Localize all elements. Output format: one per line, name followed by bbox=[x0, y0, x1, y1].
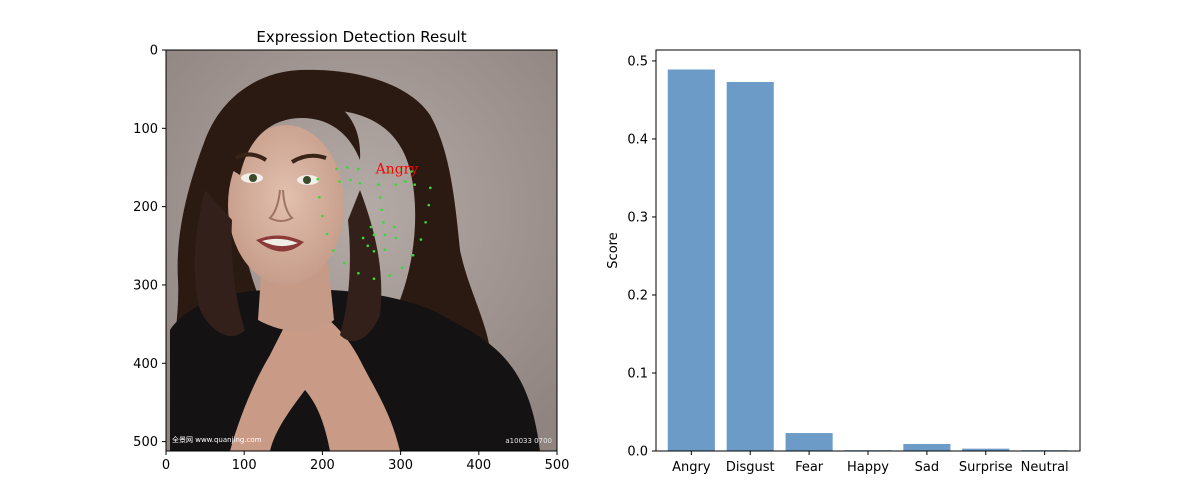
landmark-point bbox=[346, 166, 349, 169]
landmark-point bbox=[388, 170, 391, 173]
landmark-point bbox=[413, 183, 416, 187]
image-x-tick-label: 400 bbox=[466, 458, 491, 473]
image-x-tick-label: 0 bbox=[162, 458, 170, 473]
bar-y-tick-label: 0.5 bbox=[627, 54, 648, 69]
landmark-point bbox=[378, 195, 382, 199]
landmark-point bbox=[357, 271, 360, 275]
bar-x-tick-label: Fear bbox=[795, 460, 824, 475]
image-y-tick-label: 400 bbox=[133, 357, 158, 372]
bar-y-ticks: 0.0 0.1 0.2 0.3 0.4 0.5 bbox=[627, 54, 656, 460]
landmark-point bbox=[358, 181, 362, 185]
landmark-point bbox=[380, 208, 384, 212]
image-x-tick-label: 500 bbox=[545, 458, 570, 473]
face-photo: 全景网 www.quanjing.com a10033 0700 Angry bbox=[166, 50, 557, 451]
landmark-points bbox=[316, 166, 432, 280]
bar-y-tick-label: 0.3 bbox=[627, 210, 648, 225]
watermark-left: 全景网 www.quanjing.com bbox=[172, 435, 262, 444]
landmark-point bbox=[349, 178, 352, 182]
landmark-point bbox=[411, 253, 415, 257]
image-y-tick-label: 300 bbox=[133, 278, 158, 293]
image-axes-frame bbox=[165, 49, 558, 452]
bar-sad bbox=[903, 443, 951, 451]
landmark-point bbox=[372, 233, 376, 237]
bar-y-tick-label: 0.2 bbox=[627, 288, 648, 303]
image-x-ticks: 0 100 200 300 400 500 bbox=[162, 451, 570, 473]
bar-x-tick-label: Angry bbox=[672, 460, 711, 475]
left-iris bbox=[249, 174, 257, 182]
hair-front bbox=[232, 95, 361, 175]
bar-y-tick-label: 0.0 bbox=[627, 445, 648, 460]
bar-y-tick-label: 0.4 bbox=[627, 132, 648, 147]
landmark-point bbox=[342, 261, 346, 265]
landmark-point bbox=[316, 177, 320, 181]
landmark-point bbox=[410, 170, 413, 173]
image-title: Expression Detection Result bbox=[256, 28, 466, 46]
landmark-point bbox=[383, 233, 387, 237]
image-panel: Expression Detection Result bbox=[133, 28, 569, 473]
landmark-point bbox=[429, 186, 432, 190]
bar-x-tick-label: Disgust bbox=[726, 460, 775, 475]
landmark-point bbox=[366, 244, 370, 248]
nose bbox=[268, 189, 294, 222]
bar-x-tick-label: Sad bbox=[915, 460, 939, 475]
landmark-point bbox=[332, 249, 335, 252]
expression-label: Angry bbox=[375, 162, 419, 178]
image-x-tick-label: 300 bbox=[388, 458, 413, 473]
landmark-point bbox=[424, 221, 427, 224]
landmark-point bbox=[394, 183, 398, 187]
image-y-ticks: 0 100 200 300 400 500 bbox=[133, 44, 166, 450]
bar-surprise bbox=[962, 448, 1010, 451]
bar-x-tick-label: Neutral bbox=[1021, 460, 1069, 475]
image-y-tick-label: 0 bbox=[150, 44, 158, 59]
landmark-point bbox=[394, 236, 398, 240]
right-iris bbox=[303, 176, 311, 184]
landmark-point bbox=[325, 232, 329, 236]
watermark-right: a10033 0700 bbox=[505, 437, 552, 445]
landmark-point bbox=[427, 203, 431, 207]
bar-plot-area bbox=[656, 50, 1080, 451]
landmark-point bbox=[403, 180, 407, 183]
teeth bbox=[262, 238, 298, 247]
landmark-point bbox=[383, 248, 387, 252]
landmark-point bbox=[400, 266, 404, 270]
bar-y-tick-label: 0.1 bbox=[627, 366, 648, 381]
image-x-tick-label: 200 bbox=[310, 458, 335, 473]
landmark-point bbox=[321, 214, 324, 218]
landmark-point bbox=[419, 238, 423, 241]
landmark-point bbox=[399, 167, 402, 171]
landmark-point bbox=[369, 225, 373, 229]
bar-x-tick-label: Surprise bbox=[959, 460, 1013, 475]
landmark-point bbox=[338, 180, 341, 183]
landmark-point bbox=[377, 183, 381, 187]
y-axis-label: Score bbox=[606, 232, 621, 268]
landmark-point bbox=[393, 225, 396, 229]
bar-chart: 0.0 0.1 0.2 0.3 0.4 0.5 Angry Disgust Fear Happy… bbox=[606, 49, 1081, 475]
bar-x-tick-label: Happy bbox=[847, 460, 889, 475]
landmark-point bbox=[372, 249, 376, 253]
bar-x-ticks: Angry Disgust Fear Happy Sad Surprise Neutral bbox=[672, 451, 1069, 475]
image-x-tick-label: 100 bbox=[232, 458, 257, 473]
hair-left-curls bbox=[194, 190, 245, 337]
landmark-point bbox=[317, 195, 321, 199]
landmark-point bbox=[372, 277, 376, 280]
landmark-point bbox=[382, 221, 385, 224]
image-y-tick-label: 200 bbox=[133, 200, 158, 215]
image-y-tick-label: 100 bbox=[133, 122, 158, 137]
right-eyebrow bbox=[290, 153, 327, 164]
chest bbox=[230, 300, 400, 451]
bar-fear bbox=[785, 433, 833, 451]
bars bbox=[667, 69, 1069, 451]
landmark-point bbox=[357, 167, 360, 171]
landmark-point bbox=[335, 167, 338, 171]
left-eyebrow bbox=[235, 152, 268, 162]
landmark-point bbox=[388, 274, 391, 277]
bar-disgust bbox=[726, 81, 774, 451]
image-y-tick-label: 500 bbox=[133, 435, 158, 450]
landmark-point bbox=[361, 236, 365, 240]
bar-angry bbox=[667, 69, 715, 451]
